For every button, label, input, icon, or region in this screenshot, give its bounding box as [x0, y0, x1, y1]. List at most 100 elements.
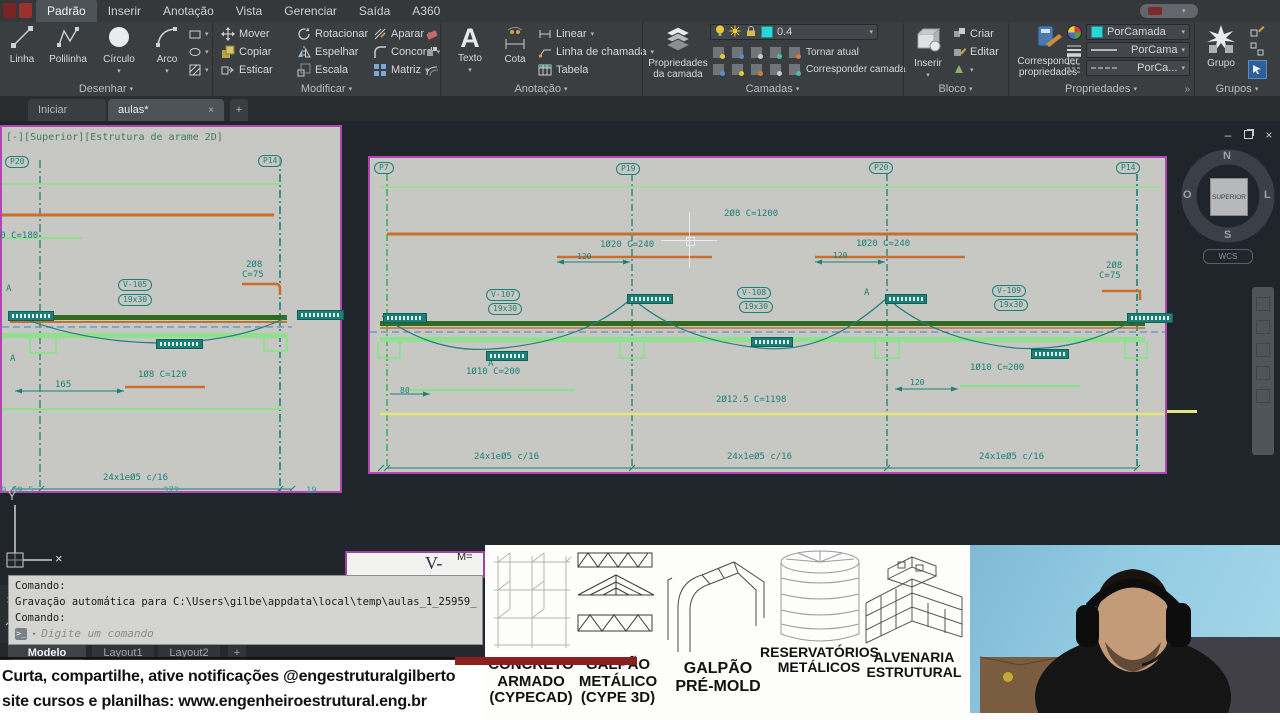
erase-button[interactable] [425, 26, 439, 41]
copy-button[interactable]: Copiar [221, 44, 271, 59]
color-wheel-icon[interactable] [1067, 25, 1082, 40]
panel-footer-propriedades[interactable]: Propriedades ▾ » [1064, 83, 1190, 95]
panel-expand-icon[interactable]: » [1184, 84, 1190, 95]
linetype-icon[interactable] [1066, 62, 1082, 80]
panel-footer-anotacao[interactable]: Anotação ▾ [514, 83, 568, 95]
layer-tool-icon[interactable] [788, 63, 801, 76]
object-color-dropdown[interactable]: PorCamada ▾ [1086, 24, 1190, 40]
panel-footer-bloco[interactable]: Bloco ▾ [938, 83, 973, 95]
layer-tools-row-2[interactable] [712, 62, 801, 77]
array-button[interactable]: Matriz ▾ [373, 62, 428, 77]
close-button[interactable]: × [1265, 128, 1273, 142]
quick-access-icon[interactable] [19, 3, 32, 18]
linear-dimension-button[interactable]: Linear ▾ [538, 26, 594, 41]
ribbon-options-button[interactable]: ▾ [1140, 4, 1198, 18]
match-layer-button[interactable]: Corresponder camada [806, 64, 906, 75]
viewport-controls[interactable]: [-][Superior][Estrutura de arame 2D] [6, 132, 223, 143]
new-drawing-tab-button[interactable]: + [230, 99, 248, 121]
block-attributes-button[interactable]: ▾ [953, 62, 974, 77]
create-block-button[interactable]: Criar [953, 26, 994, 41]
minimize-button[interactable]: – [1224, 128, 1232, 142]
tab-layout1[interactable]: Layout1 [92, 645, 154, 660]
viewport-left[interactable]: [-][Superior][Estrutura de arame 2D] [0, 125, 342, 493]
trim-button[interactable]: Aparar▾ [373, 26, 432, 41]
showmotion-icon[interactable] [1256, 389, 1270, 403]
tab-close-icon[interactable]: × [208, 104, 214, 116]
ungroup-button[interactable] [1250, 42, 1265, 57]
tab-layout2[interactable]: Layout2 [158, 645, 220, 660]
lineweight-icon[interactable] [1066, 44, 1082, 62]
hatch-flyout[interactable]: ▾ [189, 62, 209, 77]
viewcube[interactable]: N S L O SUPERIOR [1180, 148, 1276, 244]
restore-button[interactable] [1240, 129, 1256, 141]
ribbon-tab-padrao[interactable]: Padrão [36, 0, 97, 22]
rotate-button[interactable]: Rotacionar [297, 26, 368, 41]
move-button[interactable]: Mover [221, 26, 270, 41]
tab-modelo[interactable]: Modelo [8, 645, 86, 660]
lineweight-dropdown[interactable]: PorCama ▾ [1086, 42, 1190, 58]
group-edit-button[interactable] [1250, 24, 1265, 39]
circle-button[interactable]: Círculo ▾ [96, 24, 142, 77]
ribbon-tab-anotacao[interactable]: Anotação [163, 4, 214, 18]
panel-footer-modificar[interactable]: Modificar ▾ [300, 83, 353, 95]
insert-block-button[interactable]: Inserir ▾ [908, 24, 948, 81]
arc-button[interactable]: Arco ▾ [146, 24, 188, 77]
panel-footer-camadas[interactable]: Camadas ▾ [745, 83, 800, 95]
viewcube-west[interactable]: O [1183, 189, 1192, 201]
layer-dropdown[interactable]: 0.4 ▾ [710, 24, 878, 40]
viewport-main[interactable] [368, 156, 1167, 474]
viewcube-north[interactable]: N [1223, 150, 1231, 162]
leader-button[interactable]: Linha de chamada ▾ [538, 44, 654, 59]
panel-footer-grupos[interactable]: Grupos ▾ [1215, 83, 1259, 95]
viewcube-south[interactable]: S [1224, 229, 1232, 241]
stretch-button[interactable]: Esticar [221, 62, 273, 77]
pan-icon[interactable] [1256, 297, 1270, 311]
scale-button[interactable]: Escala [297, 62, 348, 77]
text-button[interactable]: A Texto ▾ [448, 24, 492, 76]
offset-button[interactable] [425, 62, 439, 77]
app-menu-icon[interactable] [3, 3, 16, 18]
make-current-button[interactable]: Tornar atual [806, 47, 859, 58]
new-layout-button[interactable]: + [228, 645, 246, 660]
rectangle-flyout[interactable]: ▾ [189, 26, 209, 41]
layer-tool-icon[interactable] [712, 63, 725, 76]
layer-properties-button[interactable]: Propriedades da camada [646, 24, 710, 80]
polyline-button[interactable]: Polilinha [44, 24, 92, 65]
layer-tool-icon[interactable] [750, 46, 763, 59]
layer-tool-icon[interactable] [750, 63, 763, 76]
file-tab-aulas[interactable]: aulas* × [108, 99, 224, 121]
file-tab-iniciar[interactable]: Iniciar [28, 99, 106, 121]
layer-tool-icon[interactable] [731, 63, 744, 76]
layer-tool-icon[interactable] [731, 46, 744, 59]
orbit-icon[interactable] [1256, 343, 1270, 357]
ribbon-tab-vista[interactable]: Vista [235, 4, 263, 18]
command-line-panel[interactable]: Comando: Gravação automática para C:\Use… [8, 575, 483, 645]
command-input[interactable]: >_ ▾ Digite um comando [15, 627, 154, 640]
explode-button[interactable] [425, 44, 439, 59]
table-button[interactable]: Tabela [538, 62, 588, 77]
fillet-button[interactable]: Concord ▾ [373, 44, 440, 59]
group-selection-toggle[interactable] [1248, 60, 1267, 79]
ribbon-tab-a360[interactable]: A360 [412, 4, 441, 18]
wcs-menu[interactable]: WCS [1203, 249, 1253, 264]
layer-tool-icon[interactable] [769, 63, 782, 76]
layer-tool-icon[interactable] [712, 46, 725, 59]
viewcube-east[interactable]: L [1264, 189, 1271, 201]
navigation-bar[interactable] [1252, 287, 1274, 455]
group-button[interactable]: Grupo [1198, 24, 1244, 69]
ellipse-flyout[interactable]: ▾ [189, 44, 209, 59]
match-properties-button[interactable]: Corresponder propriedades [1012, 24, 1084, 78]
mirror-button[interactable]: Espelhar [297, 44, 358, 59]
linetype-dropdown[interactable]: PorCa... ▾ [1086, 60, 1190, 76]
ribbon-tab-gerenciar[interactable]: Gerenciar [284, 4, 337, 18]
ribbon-tab-saida[interactable]: Saída [358, 4, 391, 18]
line-button[interactable]: Linha [2, 24, 42, 65]
layer-tool-icon[interactable] [769, 46, 782, 59]
zoom-icon[interactable] [1256, 320, 1270, 334]
ribbon-tab-inserir[interactable]: Inserir [107, 4, 142, 18]
layer-tool-icon[interactable] [788, 46, 801, 59]
panel-footer-desenhar[interactable]: Desenhar ▾ [78, 83, 134, 95]
steering-wheel-icon[interactable] [1256, 366, 1270, 380]
layer-tools-row-1[interactable] [712, 45, 801, 60]
viewcube-face-superior[interactable]: SUPERIOR [1210, 178, 1248, 216]
